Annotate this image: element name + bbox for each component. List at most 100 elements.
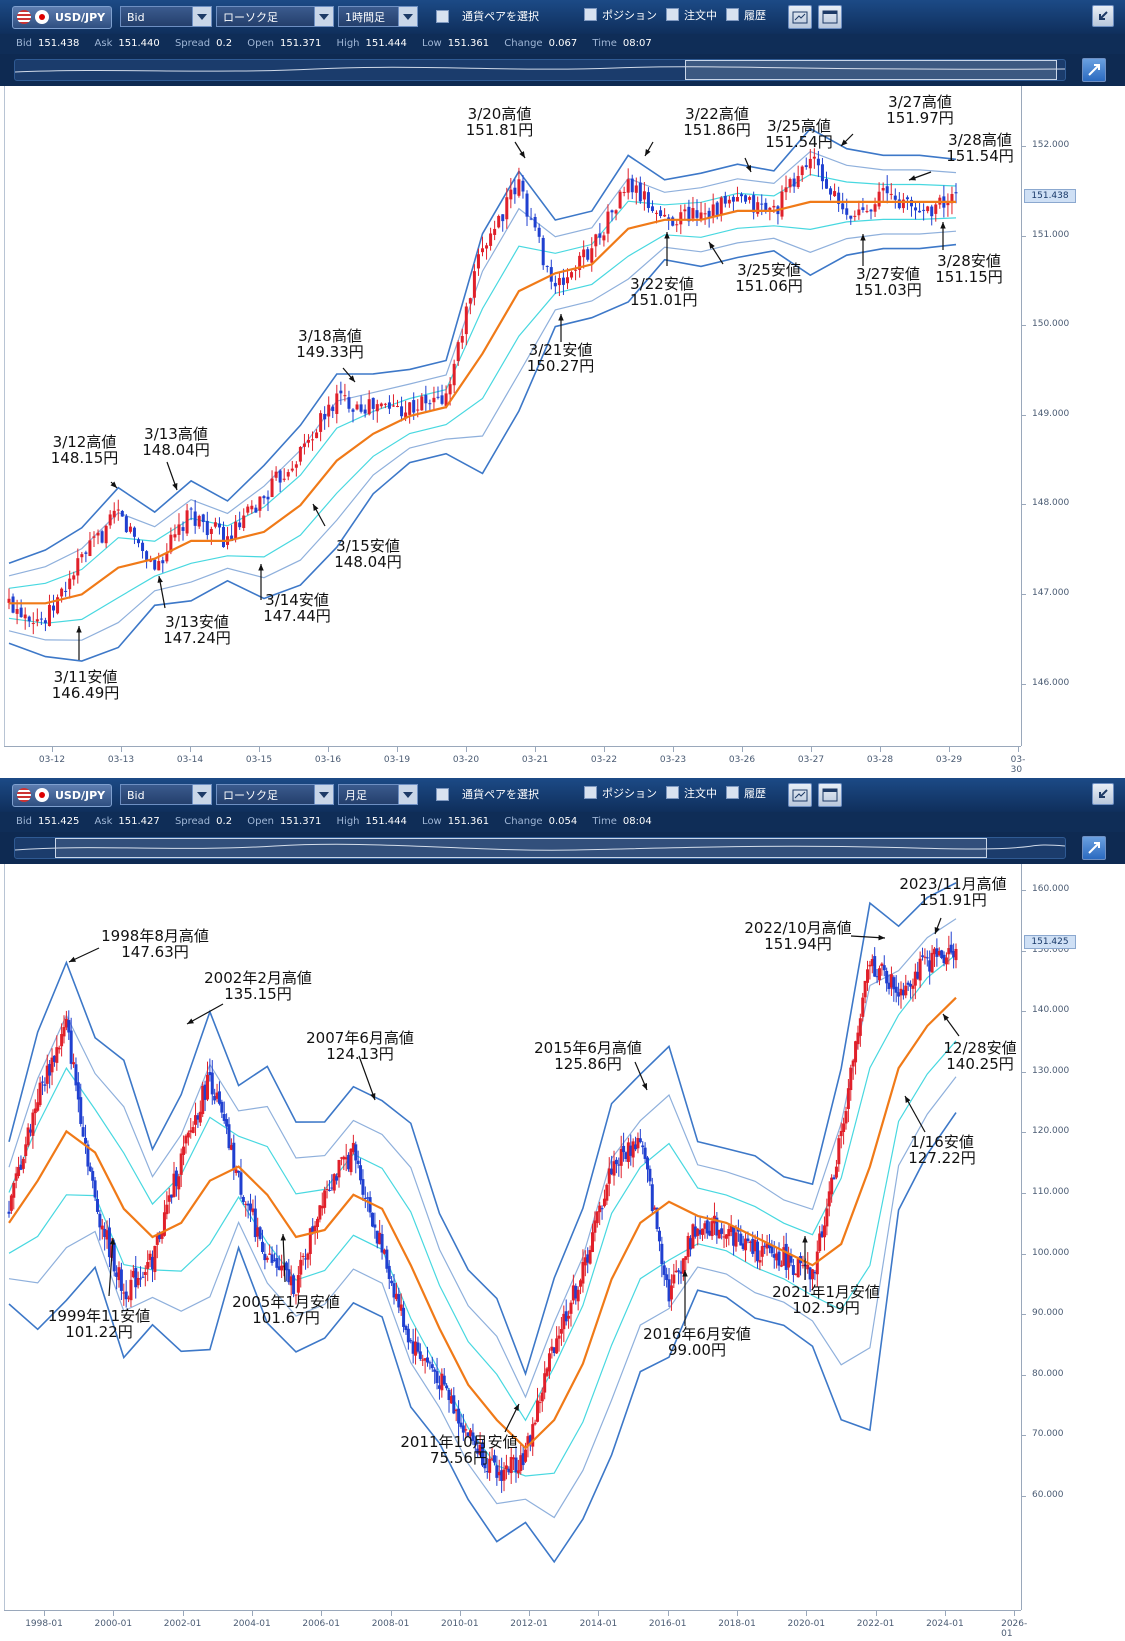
candle-body bbox=[275, 1258, 279, 1268]
orders-checkbox[interactable] bbox=[666, 8, 679, 21]
candle-body bbox=[213, 1095, 217, 1101]
candle-body bbox=[11, 596, 15, 613]
candle-body bbox=[205, 1074, 209, 1100]
candle-body bbox=[153, 1245, 157, 1273]
candle-body bbox=[822, 1225, 826, 1238]
price-plot-area[interactable]: 3/12高値 148.15円 3/13高値 148.04円 3/11安値 146.4… bbox=[4, 86, 1022, 746]
candle-body bbox=[591, 1232, 595, 1252]
candle-body bbox=[875, 976, 879, 978]
annotation-arrow bbox=[942, 1013, 960, 1037]
candle-body bbox=[930, 206, 934, 217]
collapse-button[interactable] bbox=[1092, 783, 1114, 805]
candle-body bbox=[602, 1198, 606, 1207]
collapse-button[interactable] bbox=[1092, 5, 1114, 27]
candle-body bbox=[92, 536, 96, 538]
history-checkbox[interactable] bbox=[726, 786, 739, 799]
candle-body bbox=[47, 604, 51, 627]
timeframe-select[interactable]: 1時間足 bbox=[338, 6, 418, 27]
y-tick-label: 150.000 bbox=[1032, 944, 1070, 955]
candle-body bbox=[909, 199, 913, 207]
time-axis: 03-12 03-13 03-14 03-15 03-16 03-19 03-20 03-21… bbox=[4, 746, 1025, 777]
price-side-select[interactable]: Bid bbox=[120, 784, 212, 805]
candle-body bbox=[557, 278, 561, 286]
history-checkbox[interactable] bbox=[726, 8, 739, 21]
x-tick-label: 2020-01 bbox=[787, 1619, 826, 1629]
x-tick-mark bbox=[251, 1611, 253, 1616]
candle-body bbox=[105, 1230, 109, 1240]
candle-body bbox=[253, 1208, 257, 1238]
candle-body bbox=[265, 1257, 269, 1260]
currency-pair-badge[interactable]: USD/JPY bbox=[12, 6, 112, 29]
quote-bar: Bid 151.425 Ask 151.427 Spread 0.2 Open 151.… bbox=[0, 812, 1125, 832]
candle-body bbox=[177, 1176, 181, 1190]
candle-body bbox=[634, 1144, 638, 1150]
annotation-arrow bbox=[802, 1236, 808, 1280]
chart-type-select[interactable]: ローソク足 bbox=[216, 6, 334, 27]
candle-body bbox=[7, 598, 11, 603]
chart-settings-button[interactable] bbox=[818, 5, 842, 29]
orders-checkbox[interactable] bbox=[666, 786, 679, 799]
candle-body bbox=[905, 197, 909, 200]
y-tick-label: 147.000 bbox=[1032, 588, 1070, 598]
navigator-scrollbar[interactable] bbox=[14, 59, 1066, 81]
candle-body bbox=[913, 971, 917, 986]
currency-pair-badge[interactable]: USD/JPY bbox=[12, 784, 112, 807]
candle-body bbox=[416, 1342, 420, 1352]
candle-body bbox=[942, 954, 946, 964]
candle-body bbox=[925, 957, 929, 959]
candle-body bbox=[691, 208, 695, 219]
expand-icon bbox=[1088, 842, 1100, 854]
candle-body bbox=[391, 405, 395, 407]
candle-body bbox=[459, 1422, 463, 1427]
history-label: 履歴 bbox=[744, 9, 766, 22]
candle-body bbox=[108, 514, 112, 526]
fit-button[interactable] bbox=[1082, 836, 1106, 860]
chevron-down-icon bbox=[192, 785, 211, 804]
pair-select-checkbox[interactable] bbox=[436, 788, 449, 801]
position-checkbox[interactable] bbox=[584, 786, 597, 799]
candle-body bbox=[811, 1269, 815, 1280]
candle-body bbox=[69, 1030, 73, 1064]
price-plot-area[interactable]: 1998年8月高値 147.63円 2002年2月高値 135.15円 2007年6… bbox=[4, 864, 1022, 1610]
candle-body bbox=[385, 1249, 389, 1269]
position-checkbox[interactable] bbox=[584, 8, 597, 21]
navigator-scrollbar[interactable] bbox=[14, 837, 1066, 859]
price-side-select[interactable]: Bid bbox=[120, 6, 212, 27]
annotation-arrow bbox=[860, 234, 866, 266]
candle-body bbox=[614, 210, 618, 214]
candle-body bbox=[370, 1212, 374, 1227]
candle-body bbox=[834, 1166, 838, 1178]
candle-body bbox=[505, 197, 509, 220]
candle-body bbox=[36, 1102, 40, 1111]
candle-body bbox=[146, 1261, 150, 1269]
navigator-sparkline bbox=[14, 66, 1066, 73]
us-flag-icon bbox=[17, 788, 31, 802]
navigator-strip bbox=[0, 54, 1125, 86]
chart-tool-button[interactable] bbox=[788, 783, 812, 807]
candle-body bbox=[88, 540, 92, 557]
candle-body bbox=[493, 228, 497, 235]
navigator-window-handle[interactable] bbox=[685, 60, 1057, 80]
candle-body bbox=[169, 534, 173, 553]
candle-body bbox=[892, 977, 896, 990]
candle-body bbox=[457, 1408, 461, 1424]
candle-body bbox=[679, 212, 683, 225]
chart-tool-button[interactable] bbox=[788, 5, 812, 29]
chart-type-select[interactable]: ローソク足 bbox=[216, 784, 334, 805]
candle-body bbox=[772, 1254, 776, 1258]
candle-body bbox=[674, 1270, 678, 1273]
band-line-2 bbox=[8, 954, 957, 1422]
navigator-window-handle[interactable] bbox=[55, 838, 987, 858]
candle-body bbox=[234, 1169, 238, 1173]
candle-body bbox=[428, 403, 432, 405]
timeframe-select[interactable]: 月足 bbox=[338, 784, 418, 805]
candle-body bbox=[521, 1453, 525, 1466]
candle-body bbox=[416, 409, 420, 411]
chart-settings-button[interactable] bbox=[818, 783, 842, 807]
y-tick-mark bbox=[1022, 1071, 1026, 1073]
fit-button[interactable] bbox=[1082, 58, 1106, 82]
candle-body bbox=[9, 1195, 13, 1211]
candle-body bbox=[263, 1253, 267, 1261]
candle-body bbox=[411, 1341, 415, 1354]
pair-select-checkbox[interactable] bbox=[436, 10, 449, 23]
